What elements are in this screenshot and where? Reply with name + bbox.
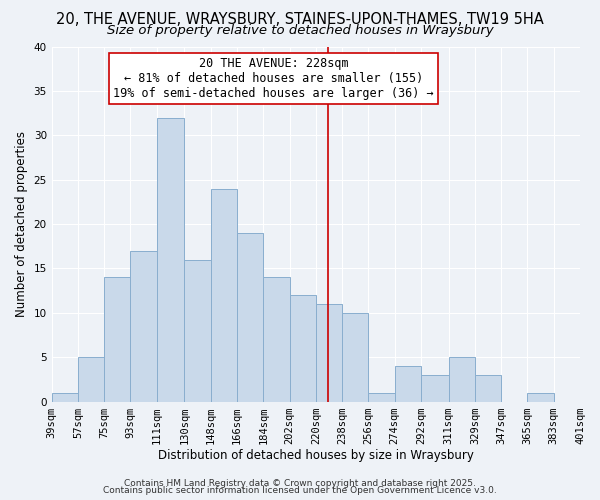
Bar xyxy=(449,357,475,402)
Bar xyxy=(475,375,501,402)
Bar xyxy=(52,392,78,402)
Text: Size of property relative to detached houses in Wraysbury: Size of property relative to detached ho… xyxy=(107,24,493,37)
Bar xyxy=(211,188,237,402)
Bar xyxy=(78,357,104,402)
Text: Contains public sector information licensed under the Open Government Licence v3: Contains public sector information licen… xyxy=(103,486,497,495)
Bar xyxy=(104,278,130,402)
Bar xyxy=(237,233,263,402)
Bar xyxy=(316,304,342,402)
Bar xyxy=(527,392,554,402)
Bar xyxy=(342,313,368,402)
Text: Contains HM Land Registry data © Crown copyright and database right 2025.: Contains HM Land Registry data © Crown c… xyxy=(124,478,476,488)
Bar xyxy=(157,118,184,402)
Text: 20, THE AVENUE, WRAYSBURY, STAINES-UPON-THAMES, TW19 5HA: 20, THE AVENUE, WRAYSBURY, STAINES-UPON-… xyxy=(56,12,544,28)
Bar xyxy=(290,295,316,402)
Bar xyxy=(580,392,600,402)
Bar xyxy=(263,278,290,402)
Text: 20 THE AVENUE: 228sqm
← 81% of detached houses are smaller (155)
19% of semi-det: 20 THE AVENUE: 228sqm ← 81% of detached … xyxy=(113,57,434,100)
Bar xyxy=(184,260,211,402)
Bar xyxy=(130,250,157,402)
Bar xyxy=(395,366,421,402)
Bar xyxy=(368,392,395,402)
X-axis label: Distribution of detached houses by size in Wraysbury: Distribution of detached houses by size … xyxy=(158,450,474,462)
Bar xyxy=(421,375,449,402)
Y-axis label: Number of detached properties: Number of detached properties xyxy=(15,131,28,317)
